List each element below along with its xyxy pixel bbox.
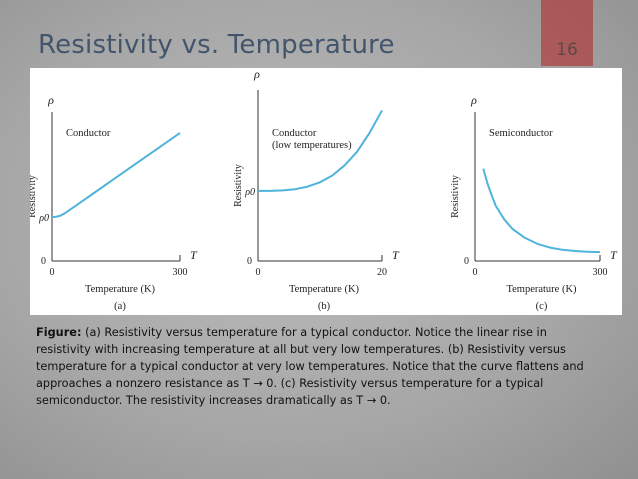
slide-number-tab [541,0,593,66]
chart-3-series-line [482,168,601,254]
chart-2-y-zero: 0 [247,256,252,267]
figure-panel: ρ T Resistivity 0 0 300 Temperature (K) (a) Cond… [30,68,622,315]
chart-2-x-tick-label: 0 [256,267,261,278]
chart-1-y-marker: ρ0 [38,213,49,224]
chart-2-x-tick-label: 20 [377,267,387,278]
slide-title: Resistivity vs. Temperature [38,30,395,60]
chart-2-ylabel: Resistivity [233,164,244,207]
chart-2-y-symbol: ρ [253,68,260,81]
chart-3-panel-label: (c) [536,301,548,312]
chart-1-y-zero: 0 [41,256,46,267]
caption-text: (a) Resistivity versus temperature for a… [36,326,584,407]
chart-1-y-symbol: ρ [47,93,54,107]
chart-1-series-line [51,132,181,218]
chart-1-panel-label: (a) [114,301,126,312]
chart-1-x-tick-label: 300 [173,267,188,278]
chart-2-xlabel: Temperature (K) [289,284,360,295]
chart-2-series-line [258,110,383,192]
chart-1-ylabel: Resistivity [30,175,38,218]
chart-2-panel-label: (b) [318,301,331,312]
chart-3-x-tick-label: 0 [473,267,478,278]
chart-1-title: Conductor [66,128,111,139]
slide-number: 16 [556,40,578,60]
chart-3-xlabel: Temperature (K) [506,284,577,295]
chart-2-title: Conductor [272,128,317,139]
chart-3-y-symbol: ρ [470,93,477,107]
figure-caption: Figure: (a) Resistivity versus temperatu… [36,324,604,409]
chart-3-y-zero: 0 [464,256,469,267]
chart-3-title: Semiconductor [489,128,553,139]
chart-2-x-symbol: T [392,248,400,262]
chart-3-x-symbol: T [610,248,618,262]
chart-1-x-tick-label: 0 [50,267,55,278]
chart-3-x-tick-label: 300 [593,267,608,278]
chart-3-ylabel: Resistivity [450,175,461,218]
chart-2-subtitle: (low temperatures) [272,140,352,151]
chart-1-xlabel: Temperature (K) [85,284,156,295]
caption-label: Figure: [36,326,82,339]
chart-2-y-marker: ρ0 [244,187,255,198]
chart-1-x-symbol: T [190,248,198,262]
